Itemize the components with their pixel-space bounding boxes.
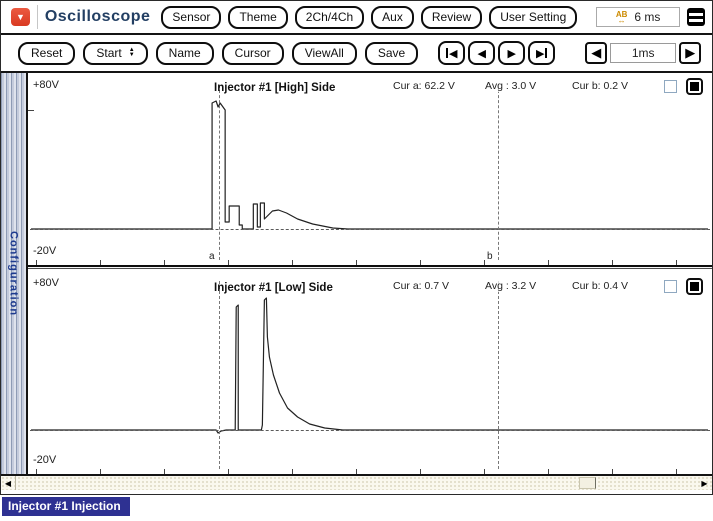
avg-readout: Avg : 3.0 V bbox=[484, 80, 538, 92]
right-triangle-icon: ▶ bbox=[507, 47, 516, 60]
left-triangle-icon: ◀ bbox=[448, 47, 458, 60]
chart-divider bbox=[28, 265, 712, 269]
timescale-control: ◀ 1ms ▶ bbox=[585, 42, 702, 64]
y-axis-tick bbox=[28, 110, 34, 111]
waveform-trace bbox=[31, 100, 708, 230]
spinner-icon: ▲ ▼ bbox=[128, 47, 135, 58]
x-axis-ticks bbox=[36, 260, 712, 265]
left-triangle-icon: ◀ bbox=[591, 45, 602, 60]
channel-color-swatch[interactable] bbox=[686, 278, 703, 295]
skip-end-button[interactable]: ▶ bbox=[528, 41, 556, 65]
zero-baseline bbox=[30, 430, 710, 431]
ab-time-value: 6 ms bbox=[634, 10, 661, 24]
titlebar-separator bbox=[37, 5, 38, 29]
y-max-label: +80V bbox=[33, 277, 59, 289]
chart-title: Injector #1 [High] Side bbox=[214, 82, 336, 94]
right-triangle-icon: ▶ bbox=[685, 45, 696, 60]
timescale-value: 1ms bbox=[610, 43, 677, 63]
charts-area: +80V -20V Injector #1 [High] Side Cur a:… bbox=[26, 73, 712, 474]
chart-high-panel: +80V -20V Injector #1 [High] Side Cur a:… bbox=[28, 73, 712, 265]
horizontal-scrollbar[interactable]: ◀ ▶ bbox=[1, 474, 712, 490]
cursor-b-line[interactable] bbox=[498, 85, 499, 260]
theme-button[interactable]: Theme bbox=[228, 5, 288, 29]
app-dropdown-icon[interactable]: ▼ bbox=[11, 8, 30, 26]
cursor-button[interactable]: Cursor bbox=[221, 41, 284, 65]
cursor-a-line[interactable] bbox=[219, 281, 220, 469]
titlebar: ▼ Oscilloscope Sensor Theme 2Ch/4Ch Aux … bbox=[1, 1, 712, 35]
cursor-b-line[interactable] bbox=[498, 281, 499, 469]
step-back-button[interactable]: ◀ bbox=[468, 41, 496, 65]
zero-baseline bbox=[30, 229, 710, 230]
chart-low-panel: +80V -20V Injector #1 [Low] Side Cur a: … bbox=[28, 269, 712, 474]
chart-title: Injector #1 [Low] Side bbox=[214, 282, 333, 294]
app-title: Oscilloscope bbox=[44, 8, 151, 25]
menu-icon[interactable] bbox=[687, 8, 705, 26]
main-area: Configuration +80V -20V Injector #1 [Hig… bbox=[1, 73, 712, 474]
display-checkbox[interactable] bbox=[664, 280, 677, 293]
cursor-b-label: b bbox=[487, 251, 493, 262]
reset-button[interactable]: Reset bbox=[18, 41, 76, 65]
channel-controls bbox=[664, 278, 703, 295]
cursor-a-label: a bbox=[209, 251, 215, 262]
waveform-trace bbox=[31, 297, 708, 434]
cursor-a-line[interactable] bbox=[219, 85, 220, 260]
ab-time-display: AB ↔ 6 ms bbox=[596, 7, 681, 27]
timescale-decrease-button[interactable]: ◀ bbox=[585, 42, 608, 64]
y-max-label: +80V bbox=[33, 79, 59, 91]
waveform-svg-low bbox=[31, 297, 708, 434]
configuration-tab[interactable]: Configuration bbox=[1, 73, 26, 474]
waveform-svg-high bbox=[31, 100, 708, 230]
down-triangle-icon: ▼ bbox=[16, 11, 25, 22]
channel-mode-button[interactable]: 2Ch/4Ch bbox=[294, 5, 365, 29]
avg-readout: Avg : 3.2 V bbox=[484, 280, 538, 292]
cursor-a-readout: Cur a: 62.2 V bbox=[392, 80, 456, 92]
scroll-thumb[interactable] bbox=[579, 477, 596, 489]
skip-bar-icon bbox=[445, 48, 448, 58]
left-triangle-icon: ◀ bbox=[477, 47, 486, 60]
user-setting-button[interactable]: User Setting bbox=[489, 5, 578, 29]
channel-controls bbox=[664, 78, 703, 95]
channel-color-swatch[interactable] bbox=[686, 78, 703, 95]
y-min-label: -20V bbox=[33, 454, 57, 466]
viewall-button[interactable]: ViewAll bbox=[291, 41, 357, 65]
skip-bar-icon bbox=[545, 48, 548, 58]
toolbar: Reset Start ▲ ▼ Name Cursor ViewAll Save … bbox=[1, 35, 712, 73]
step-forward-button[interactable]: ▶ bbox=[498, 41, 526, 65]
start-button[interactable]: Start ▲ ▼ bbox=[83, 41, 148, 65]
cursor-a-readout: Cur a: 0.7 V bbox=[392, 280, 451, 292]
cursor-b-readout: Cur b: 0.2 V bbox=[571, 80, 630, 92]
capture-name-label: Injector #1 Injection bbox=[2, 497, 130, 516]
save-button[interactable]: Save bbox=[364, 41, 419, 65]
ab-cursor-icon: AB ↔ bbox=[615, 9, 628, 25]
review-button[interactable]: Review bbox=[420, 5, 483, 29]
timescale-increase-button[interactable]: ▶ bbox=[679, 42, 702, 64]
playback-controls: ◀ ◀ ▶ ▶ bbox=[438, 41, 556, 65]
right-triangle-icon: ▶ bbox=[535, 47, 545, 60]
display-checkbox[interactable] bbox=[664, 80, 677, 93]
aux-button[interactable]: Aux bbox=[371, 5, 414, 29]
name-button[interactable]: Name bbox=[155, 41, 214, 65]
skip-start-button[interactable]: ◀ bbox=[438, 41, 466, 65]
y-min-label: -20V bbox=[33, 245, 57, 257]
scroll-right-button[interactable]: ▶ bbox=[701, 478, 708, 488]
cursor-b-readout: Cur b: 0.4 V bbox=[571, 280, 630, 292]
oscilloscope-window: ▼ Oscilloscope Sensor Theme 2Ch/4Ch Aux … bbox=[0, 0, 713, 495]
sensor-button[interactable]: Sensor bbox=[161, 5, 222, 29]
x-axis-ticks bbox=[36, 469, 712, 474]
scroll-left-button[interactable]: ◀ bbox=[1, 476, 16, 490]
configuration-tab-label: Configuration bbox=[7, 230, 20, 317]
